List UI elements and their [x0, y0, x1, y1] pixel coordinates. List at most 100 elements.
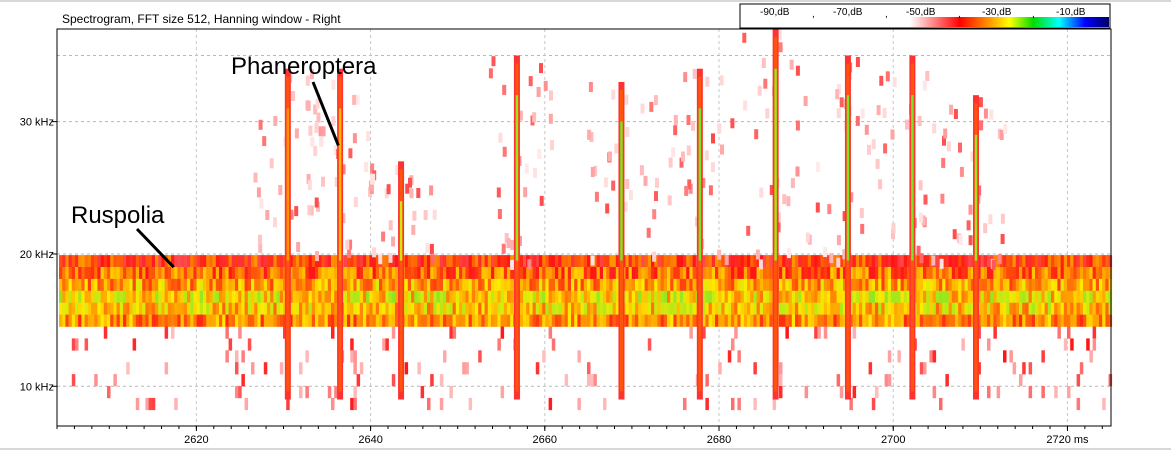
spectro-cell	[590, 278, 594, 292]
spectro-noise	[977, 185, 982, 196]
spectro-cell	[583, 290, 588, 303]
spectro-cell	[891, 290, 895, 303]
spectro-cell	[932, 314, 937, 327]
spectro-cell	[1083, 255, 1087, 268]
spectro-cell	[596, 290, 601, 303]
spectro-cell	[715, 255, 719, 268]
colorbar-separator: ,	[1032, 9, 1035, 20]
spectro-cell	[116, 314, 121, 327]
spectro-cell	[503, 267, 508, 280]
spectro-noise	[309, 69, 314, 80]
spectro-cell	[868, 267, 873, 280]
spectro-cell	[731, 397, 735, 411]
spectro-cell	[222, 255, 226, 268]
colorbar-label-90: -90,dB	[760, 7, 790, 18]
spectro-cell	[116, 302, 121, 315]
spectro-cell	[257, 314, 261, 327]
spectro-cell	[283, 255, 287, 268]
spectro-cell	[100, 255, 105, 268]
spectro-cell	[145, 267, 149, 280]
spectro-cell	[1086, 314, 1090, 327]
spectro-cell	[68, 267, 73, 280]
spectro-cell	[347, 267, 351, 280]
spectro-cell	[353, 397, 357, 411]
spectro-cell	[545, 314, 549, 327]
spectro-cell	[753, 397, 757, 411]
spectro-cell	[359, 267, 364, 280]
spectro-cell	[830, 290, 834, 303]
spectro-cell	[87, 278, 92, 292]
spectro-cell	[961, 290, 965, 303]
spectro-cell	[263, 278, 268, 292]
spectro-cell	[180, 314, 185, 327]
spectro-cell	[1041, 267, 1045, 280]
spectro-cell	[183, 255, 188, 268]
spectro-cell	[299, 302, 303, 315]
spectro-noise	[366, 131, 370, 142]
spectro-cell	[884, 314, 889, 327]
spectro-cell	[215, 302, 220, 315]
spectro-cell	[238, 386, 242, 399]
spectro-cell	[247, 314, 252, 327]
spectro-cell	[311, 290, 316, 303]
spectro-cell	[1083, 278, 1087, 292]
spectro-cell	[327, 267, 332, 280]
spectro-cell	[1099, 290, 1103, 303]
spectro-cell	[1035, 267, 1039, 280]
spectro-cell	[862, 255, 866, 268]
spectro-cell	[171, 302, 175, 315]
spectro-cell	[919, 314, 924, 327]
spectro-cell	[779, 290, 783, 303]
spectro-cell	[574, 302, 578, 315]
spectro-cell	[148, 267, 153, 280]
spectro-cell	[529, 267, 533, 280]
spectro-cell	[823, 314, 828, 327]
spectro-cell	[199, 255, 204, 268]
spectro-cell	[1067, 255, 1071, 268]
spectro-cell	[366, 255, 370, 268]
spectro-cell	[1051, 314, 1055, 327]
spectro-cell	[180, 255, 185, 268]
spectro-cell	[446, 255, 450, 268]
spectro-cell	[155, 290, 159, 303]
spectro-noise	[776, 212, 781, 223]
spectro-cell	[321, 290, 325, 303]
spectro-cell	[1083, 302, 1087, 315]
spectro-cell	[932, 386, 937, 399]
spectro-cell	[1060, 302, 1065, 315]
spectro-cell	[801, 255, 805, 268]
spectro-cell	[587, 302, 591, 315]
spectro-cell	[1095, 302, 1100, 315]
spectro-noise	[429, 185, 434, 196]
spectro-cell	[71, 302, 76, 315]
spectro-cell	[375, 255, 380, 268]
spectro-cell	[283, 314, 287, 327]
spectro-cell	[1092, 255, 1097, 268]
spectro-cell	[475, 290, 479, 303]
spectro-cell	[1070, 278, 1074, 292]
spectro-cell	[686, 267, 690, 280]
spectro-cell	[1067, 278, 1071, 292]
spectro-noise	[523, 187, 528, 198]
spectro-cell	[468, 302, 473, 315]
spectro-cell	[631, 255, 636, 268]
spectro-cell	[465, 278, 469, 292]
spectro-cell	[116, 255, 121, 268]
spectro-cell	[84, 314, 89, 327]
spectro-cell	[564, 290, 569, 303]
spectro-cell	[305, 386, 309, 399]
spectro-cell	[167, 290, 172, 303]
spectro-cell	[759, 314, 764, 327]
spectro-cell	[510, 314, 514, 327]
spectro-noise	[347, 248, 352, 258]
spectro-cell	[932, 267, 937, 280]
pulse	[772, 29, 779, 400]
spectro-cell	[871, 314, 876, 327]
spectro-cell	[753, 290, 757, 303]
spectro-cell	[113, 267, 117, 280]
spectro-cell	[926, 302, 930, 315]
spectro-cell	[1009, 302, 1013, 315]
spectro-cell	[996, 386, 1001, 399]
spectro-cell	[475, 314, 479, 327]
spectro-cell	[692, 278, 697, 292]
